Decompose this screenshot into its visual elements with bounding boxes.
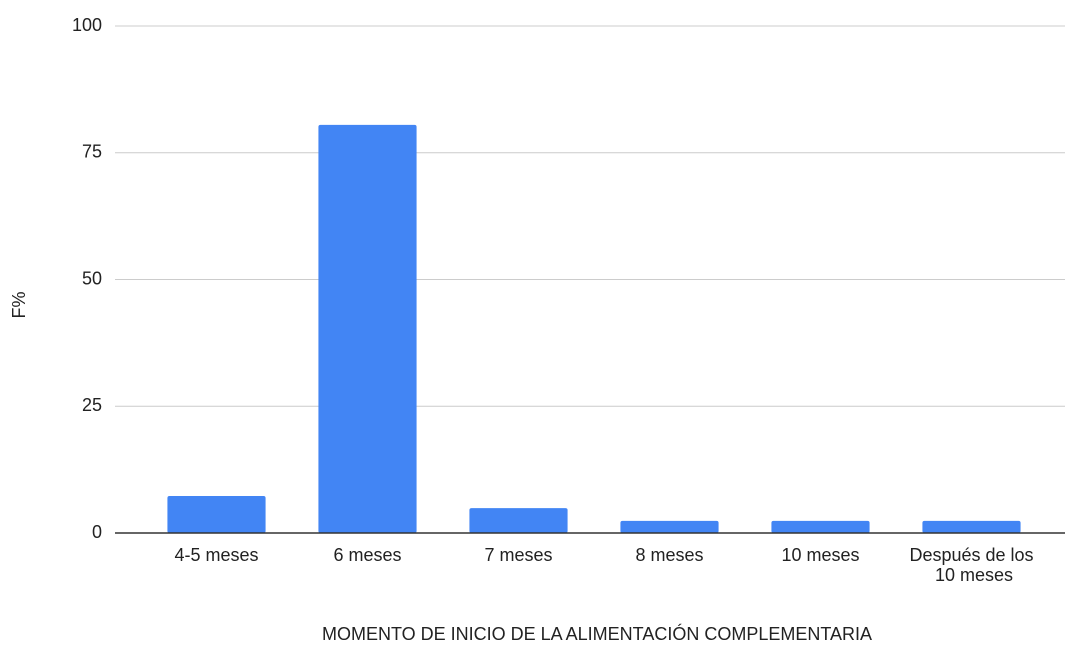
x-tick-label: 4-5 meses [174, 545, 258, 565]
y-tick-label: 50 [82, 268, 102, 288]
y-tick-label: 100 [72, 15, 102, 35]
y-tick-label: 0 [92, 522, 102, 542]
y-tick-label: 25 [82, 395, 102, 415]
bar [167, 495, 266, 533]
x-axis-title: MOMENTO DE INICIO DE LA ALIMENTACIÓN COM… [322, 623, 872, 644]
x-tick-label: Después de los 10 meses [909, 545, 1033, 585]
bar [922, 520, 1021, 533]
bar [771, 520, 870, 533]
y-axis-title: F% [9, 292, 29, 319]
bar [318, 124, 417, 534]
x-tick-label: 8 meses [635, 545, 703, 565]
y-tick-label: 75 [82, 142, 102, 162]
x-tick-label: 6 meses [333, 545, 401, 565]
x-tick-label: 10 meses [781, 545, 859, 565]
bar [620, 520, 719, 533]
x-tick-label: 7 meses [484, 545, 552, 565]
bar [469, 508, 568, 533]
